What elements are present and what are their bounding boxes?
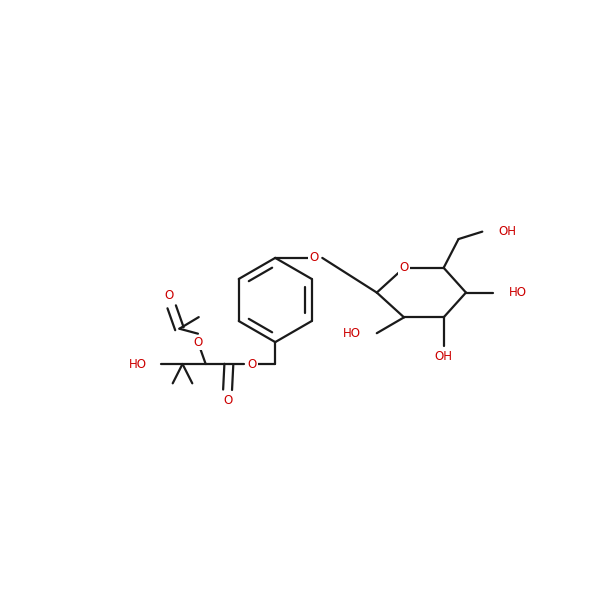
Text: O: O [193, 335, 203, 349]
Text: O: O [223, 394, 232, 407]
Text: O: O [400, 262, 409, 274]
Text: HO: HO [343, 326, 361, 340]
Text: HO: HO [509, 286, 527, 299]
Text: OH: OH [498, 225, 516, 238]
Text: OH: OH [434, 350, 452, 364]
Text: HO: HO [129, 358, 147, 371]
Text: O: O [247, 358, 257, 371]
Text: O: O [164, 289, 174, 302]
Text: O: O [309, 251, 319, 265]
